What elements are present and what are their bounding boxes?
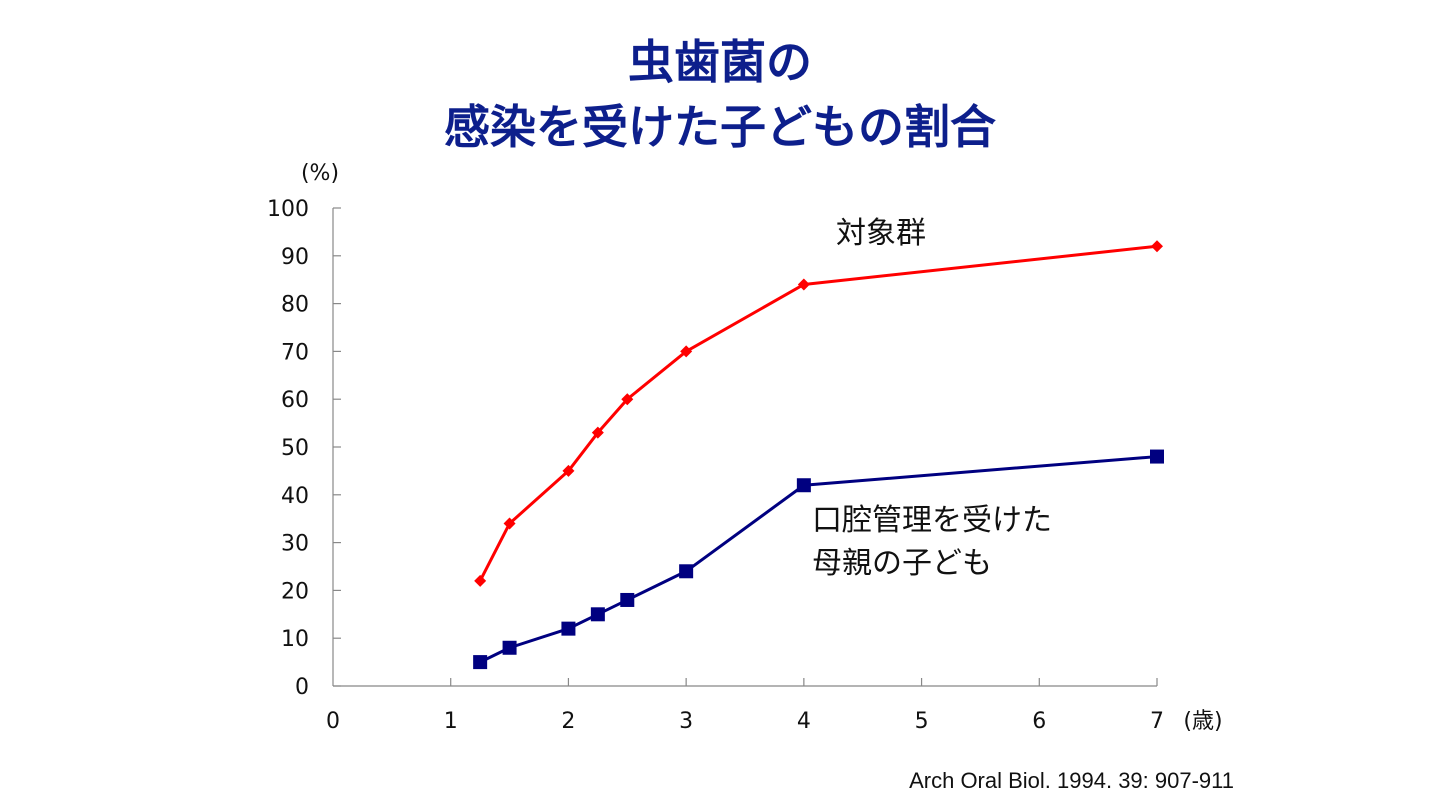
series-group xyxy=(473,240,1164,670)
x-tick-label: 3 xyxy=(679,709,693,734)
x-axis-label: (歳) xyxy=(1183,709,1222,734)
y-tick-label: 0 xyxy=(295,675,309,700)
data-point xyxy=(680,345,693,358)
data-point xyxy=(1150,449,1164,464)
x-tick-label: 4 xyxy=(797,709,811,734)
y-tick-label: 20 xyxy=(281,579,309,604)
series-line xyxy=(478,244,1158,582)
data-point xyxy=(679,564,694,579)
series-line xyxy=(479,455,1158,664)
chart-title-line-1: 虫歯菌の xyxy=(628,35,812,89)
series-label-control: 対象群 xyxy=(836,216,926,251)
data-point xyxy=(473,655,488,670)
y-tick-label: 80 xyxy=(281,293,309,318)
data-point xyxy=(620,592,635,607)
series-1 xyxy=(473,449,1164,670)
x-tick-label: 6 xyxy=(1032,709,1046,734)
series-label-managed-line-2: 母親の子ども xyxy=(812,546,992,581)
axes xyxy=(332,208,1157,687)
data-point xyxy=(621,393,634,406)
x-tick-label: 7 xyxy=(1150,709,1164,734)
data-point xyxy=(796,478,811,493)
data-point xyxy=(502,640,517,655)
y-tick-label: 70 xyxy=(281,340,309,365)
y-tick-label: 50 xyxy=(281,436,309,461)
citation: Arch Oral Biol. 1994. 39: 907-911 xyxy=(909,768,1234,793)
y-tick-label: 30 xyxy=(281,532,309,557)
data-point xyxy=(590,607,605,622)
x-axis-ticks: 0 1 2 3 4 5 6 7 xyxy=(326,678,1164,734)
chart-title-line-2: 感染を受けた子どもの割合 xyxy=(444,100,996,154)
data-point xyxy=(503,517,516,530)
data-point xyxy=(797,278,810,291)
data-point xyxy=(474,574,487,587)
data-point xyxy=(591,426,604,439)
data-point xyxy=(1151,240,1163,253)
series-label-managed-line-1: 口腔管理を受けた xyxy=(812,503,1052,538)
x-tick-label: 2 xyxy=(561,709,575,734)
y-tick-label: 100 xyxy=(267,197,309,222)
y-tick-label: 40 xyxy=(281,484,309,509)
y-axis-ticks: 0 10 20 30 40 50 60 70 80 90 100 xyxy=(267,197,341,700)
data-point xyxy=(562,464,575,477)
x-tick-label: 0 xyxy=(326,709,340,734)
series-0 xyxy=(474,240,1163,587)
y-axis-label: (%) xyxy=(301,161,339,186)
data-point xyxy=(561,621,576,636)
y-tick-label: 90 xyxy=(281,245,309,270)
y-tick-label: 60 xyxy=(281,388,309,413)
y-tick-label: 10 xyxy=(281,627,309,652)
x-tick-label: 1 xyxy=(444,709,458,734)
x-tick-label: 5 xyxy=(915,709,929,734)
